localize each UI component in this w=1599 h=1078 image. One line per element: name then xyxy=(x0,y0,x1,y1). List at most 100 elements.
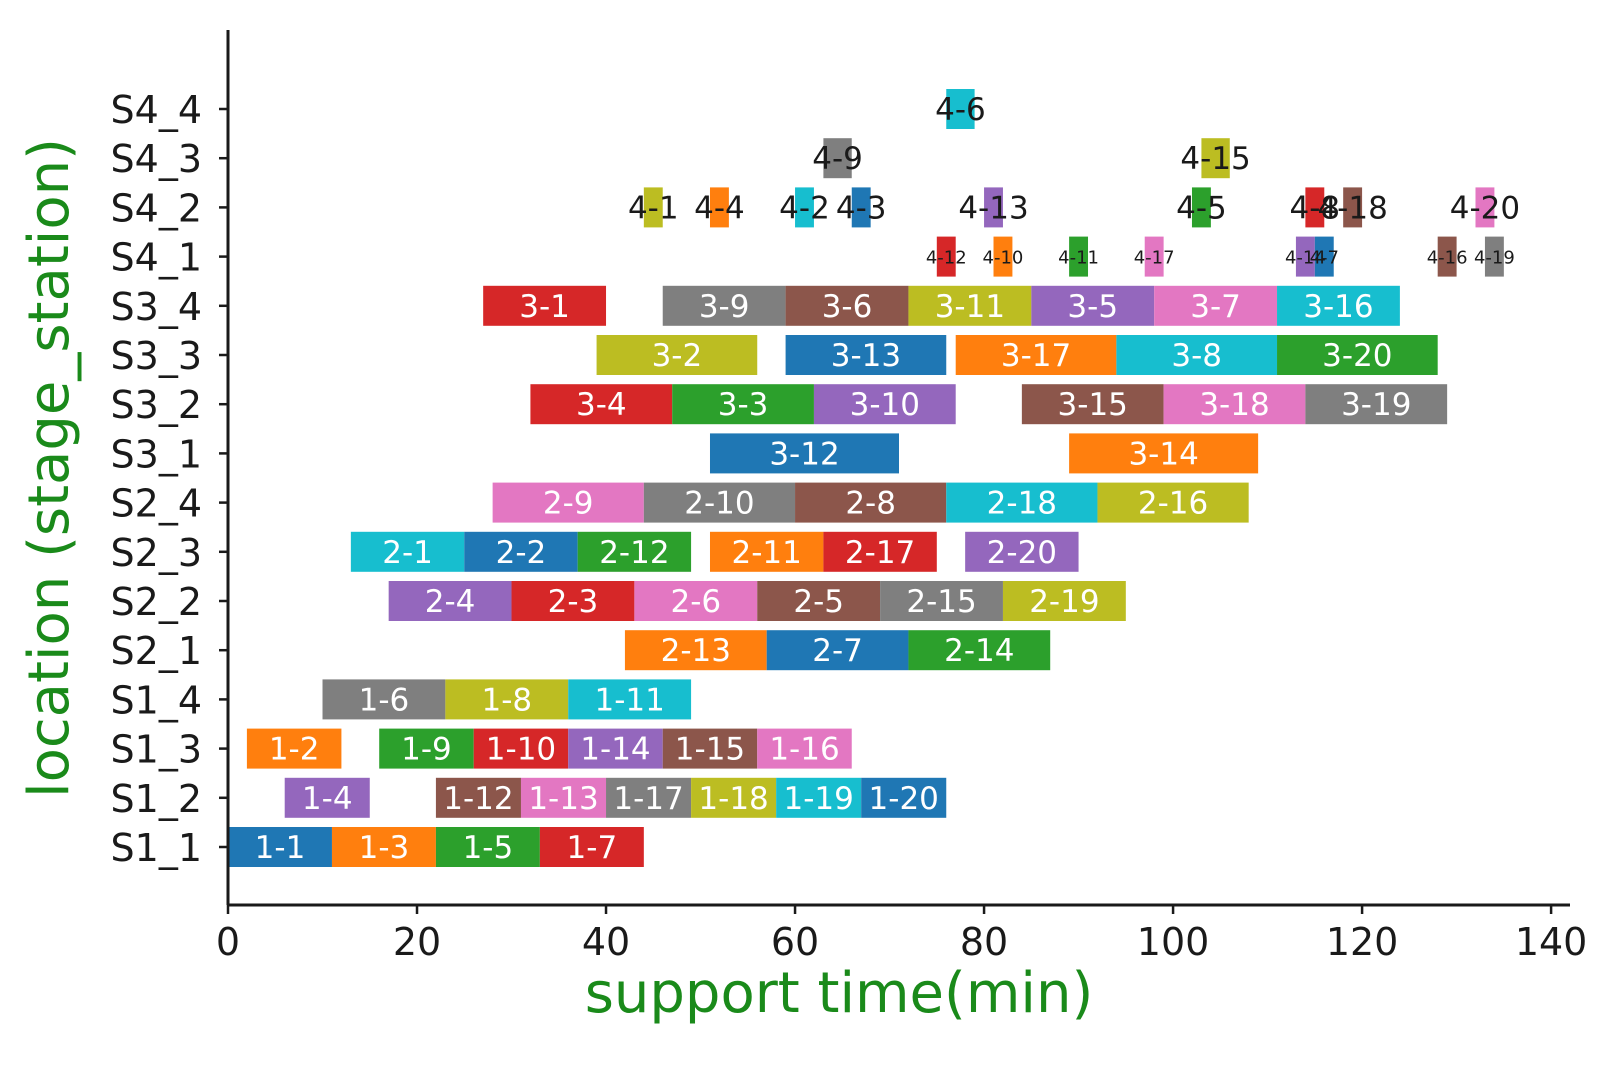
task-bar xyxy=(1154,285,1278,326)
x-tick-label: 80 xyxy=(960,920,1008,964)
bars-layer xyxy=(228,89,1504,867)
task-bar xyxy=(483,285,607,326)
task-bar-label: 3-16 xyxy=(1303,289,1373,325)
task-bar-label: 3-15 xyxy=(1058,387,1128,423)
task-bar-label: 2-16 xyxy=(1138,486,1208,522)
task-bar-label: 3-7 xyxy=(1190,289,1241,325)
task-bar xyxy=(284,777,370,818)
y-tick-label: S2_4 xyxy=(111,482,202,526)
task-bar xyxy=(473,728,569,769)
task-bar xyxy=(662,285,786,326)
task-bar-label: 3-5 xyxy=(1067,289,1118,325)
task-bar xyxy=(709,187,729,228)
task-bar xyxy=(596,335,758,375)
task-bar xyxy=(1069,433,1259,474)
task-bar xyxy=(445,679,569,720)
task-bar xyxy=(568,728,663,769)
task-bar-label: 4-3 xyxy=(836,190,887,226)
task-bar-label: 2-6 xyxy=(670,584,721,620)
task-bar xyxy=(766,630,909,671)
task-bar xyxy=(757,581,881,621)
task-bar-label: 3-10 xyxy=(850,387,920,423)
task-bar xyxy=(795,482,947,523)
task-bar xyxy=(350,531,465,572)
task-bar-label: 4-10 xyxy=(983,248,1024,269)
task-bar-label: 1-18 xyxy=(698,781,768,817)
y-axis-ticks: S1_1 S1_2 S1_3 S1_4 S2_1 S2_2 S2_3 S2_4 S3_1 S3_2… xyxy=(111,88,228,870)
task-bar xyxy=(823,531,937,572)
task-bar xyxy=(691,777,777,818)
task-bar xyxy=(776,777,862,818)
task-bar xyxy=(435,777,521,818)
task-bar xyxy=(1116,335,1278,375)
task-bar xyxy=(1277,285,1400,326)
y-tick-label: S4_1 xyxy=(111,236,202,280)
task-bar xyxy=(520,777,607,818)
task-bar xyxy=(1163,384,1306,425)
task-bar-label: 1-17 xyxy=(613,781,683,817)
task-bar xyxy=(851,187,871,228)
y-tick-label: S1_1 xyxy=(111,826,202,870)
x-axis-ticks: 0 20 40 60 80 100 120 140 xyxy=(216,905,1587,964)
task-bar-label: 3-9 xyxy=(699,289,750,325)
task-bar-label: 2-7 xyxy=(812,633,863,669)
task-bar xyxy=(1031,285,1155,326)
y-tick-label: S2_3 xyxy=(111,531,202,575)
task-bar-label: 2-10 xyxy=(684,486,754,522)
task-bar-label: 1-16 xyxy=(769,732,839,768)
task-bar xyxy=(993,236,1013,277)
task-bar xyxy=(1002,581,1126,621)
task-bar-label: 4-17 xyxy=(1134,248,1175,269)
task-bar xyxy=(1277,335,1438,375)
task-bar xyxy=(606,777,692,818)
x-tick-label: 60 xyxy=(771,920,819,964)
task-bar-label: 3-20 xyxy=(1322,338,1392,374)
task-bar xyxy=(955,335,1117,375)
task-bar xyxy=(1201,138,1230,179)
task-bar xyxy=(1484,236,1504,277)
task-bar-label: 4-19 xyxy=(1474,248,1515,269)
task-bar-label: 1-7 xyxy=(567,830,618,866)
task-bar-label: 1-19 xyxy=(783,781,853,817)
y-tick-label: S1_4 xyxy=(111,678,202,722)
task-bar xyxy=(880,581,1003,621)
task-bar-label: 3-18 xyxy=(1199,387,1269,423)
task-bar-label: 4-8 xyxy=(1290,190,1341,226)
x-tick-label: 140 xyxy=(1515,920,1588,964)
task-bar xyxy=(1191,187,1211,228)
task-bar-label: 4-5 xyxy=(1176,190,1227,226)
task-bar-label: 4-20 xyxy=(1450,190,1520,226)
task-bar-label: 3-8 xyxy=(1171,338,1222,374)
task-bar-label: 3-13 xyxy=(831,338,901,374)
task-bar-label: 4-9 xyxy=(812,141,863,177)
task-bar-label: 1-4 xyxy=(302,781,353,817)
task-bar-label: 2-17 xyxy=(845,535,915,571)
task-bar xyxy=(1475,187,1495,228)
task-bar xyxy=(492,482,644,523)
task-bar xyxy=(965,531,1079,572)
task-bar-label: 4-14 xyxy=(1285,248,1326,269)
task-bar-label: 2-19 xyxy=(1029,584,1099,620)
task-bar-label: 2-2 xyxy=(496,535,547,571)
task-bar-label: 4-1 xyxy=(628,190,679,226)
task-bar xyxy=(1097,482,1249,523)
task-bar xyxy=(709,531,824,572)
y-tick-label: S2_1 xyxy=(111,629,202,673)
x-axis-title: support time(min) xyxy=(585,961,1094,1026)
x-tick-label: 100 xyxy=(1137,920,1210,964)
task-bar-label: 2-18 xyxy=(987,486,1057,522)
task-bar xyxy=(946,482,1098,523)
task-bar-label: 2-15 xyxy=(906,584,976,620)
task-bar xyxy=(624,630,767,671)
task-bar xyxy=(388,581,512,621)
task-bar xyxy=(662,728,758,769)
task-bar xyxy=(1021,384,1164,425)
task-bar xyxy=(946,89,975,129)
task-bar-label: 2-11 xyxy=(732,535,802,571)
task-bar xyxy=(1069,236,1089,277)
task-bar-label: 2-14 xyxy=(944,633,1014,669)
task-bar-label: 2-5 xyxy=(793,584,844,620)
task-bar xyxy=(1295,236,1315,277)
task-bar-label: 3-4 xyxy=(576,387,627,423)
task-bar-label: 1-11 xyxy=(594,682,664,718)
